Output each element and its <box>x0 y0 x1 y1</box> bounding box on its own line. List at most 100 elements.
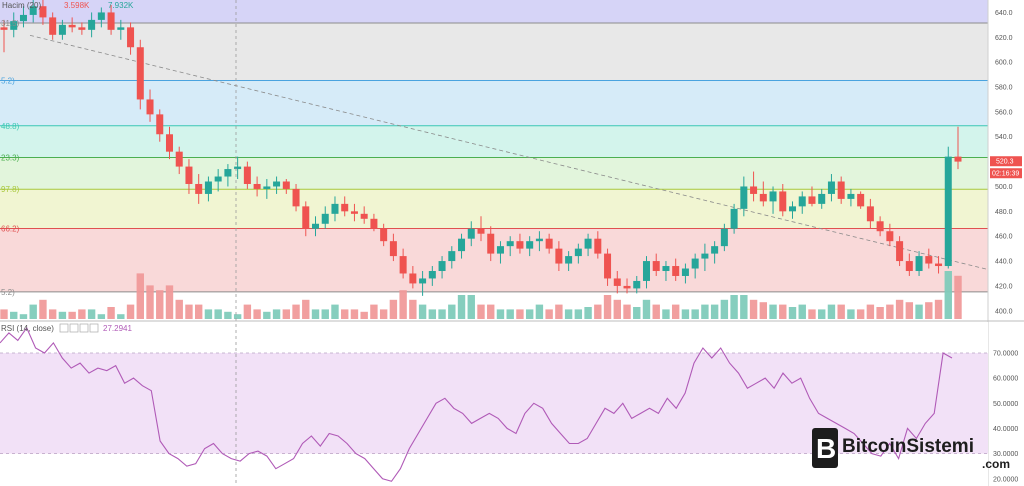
volume-bar <box>895 299 904 319</box>
candle-body <box>555 248 563 264</box>
candle-body <box>857 193 865 207</box>
candle-body <box>243 166 251 184</box>
volume-bar <box>39 299 47 319</box>
price-tick-label: 500.0 <box>995 184 1013 191</box>
volume-bar <box>564 309 573 319</box>
price-tick-label: 580.0 <box>995 85 1013 92</box>
watermark-logo: B BitcoinSistemi .com <box>812 428 1010 471</box>
volume-indicator-label: Hacim (20) <box>2 1 41 10</box>
candle-body <box>146 99 154 115</box>
candle-body <box>49 17 57 35</box>
countdown-badge <box>990 168 1022 179</box>
candle-body <box>487 233 495 254</box>
candle-body <box>165 134 173 152</box>
candle-body <box>633 280 641 289</box>
volume-bar <box>701 304 709 319</box>
candle-body <box>399 256 407 274</box>
candle-body <box>798 196 806 207</box>
candle-body <box>321 213 329 224</box>
candle-body <box>292 188 300 207</box>
candle-body <box>380 228 388 242</box>
fib-band <box>0 125 988 158</box>
countdown-label: 02:16:39 <box>992 171 1019 178</box>
candle-body <box>0 27 8 30</box>
candle-body <box>935 263 943 267</box>
volume-bar <box>915 304 923 319</box>
volume-bar <box>311 309 320 319</box>
volume-bar <box>866 304 875 319</box>
volume-bar <box>837 304 845 319</box>
candle-body <box>672 266 680 276</box>
last-price-label: 520.3 <box>996 159 1014 166</box>
logo-coin-icon <box>812 428 838 468</box>
candle-body <box>681 268 689 276</box>
price-tick-label: 420.0 <box>995 283 1013 290</box>
volume-bar <box>0 309 8 319</box>
volume-bar <box>194 304 203 319</box>
candle-body <box>652 261 660 272</box>
fib-level-label: 66.2) <box>1 224 20 233</box>
volume-bar <box>603 295 612 319</box>
candle-body <box>19 14 27 22</box>
volume-bar <box>847 309 855 319</box>
volume-bar <box>594 304 602 319</box>
candle-body <box>448 251 456 262</box>
volume-bar <box>253 309 261 319</box>
volume-bar <box>467 295 475 319</box>
volume-bar <box>681 309 690 319</box>
candle-body <box>253 183 261 189</box>
volume-bar <box>827 304 836 319</box>
candle-body <box>876 221 884 232</box>
candle-body <box>740 186 748 209</box>
candle-body <box>701 253 709 259</box>
candle-body <box>574 248 582 257</box>
volume-bar <box>19 314 28 319</box>
rsi-toolbar-icon <box>89 323 99 333</box>
logo-name: BitcoinSistemi <box>842 436 974 457</box>
candle-body <box>273 181 281 187</box>
candle-body <box>78 27 86 30</box>
candle-body <box>642 261 650 281</box>
candle-body <box>360 213 368 219</box>
volume-bar <box>146 285 154 319</box>
rsi-toolbar-icon <box>59 323 69 333</box>
volume-bar <box>126 304 135 319</box>
volume-bar <box>788 307 797 319</box>
candle-body <box>58 24 66 35</box>
fib-level-label: 31.5) <box>1 19 20 28</box>
candle-body <box>769 191 777 202</box>
volume-value-2: 7.932K <box>108 1 134 10</box>
rsi-tick-label: 60.0000 <box>993 376 1018 383</box>
volume-bar <box>156 290 164 319</box>
rsi-tick-label: 70.0000 <box>993 351 1018 358</box>
candle-body <box>350 211 358 214</box>
candle-body <box>302 206 310 229</box>
volume-bar <box>925 302 933 319</box>
volume-bar <box>78 309 86 319</box>
price-axis: 640.0620.0600.0580.0560.0540.0520.0500.0… <box>987 0 1024 486</box>
candle-body <box>389 241 397 257</box>
volume-bar <box>818 309 826 319</box>
volume-bar <box>204 309 213 319</box>
candle-body <box>691 258 699 269</box>
candle-body <box>331 203 339 214</box>
volume-bar <box>29 304 37 319</box>
candle-body <box>827 181 835 194</box>
candle-body <box>107 12 115 30</box>
volume-bar <box>87 309 96 319</box>
price-candles <box>0 0 962 296</box>
rsi-tick-label: 40.0000 <box>993 426 1018 433</box>
candle-body <box>789 206 797 212</box>
volume-bar <box>165 285 174 319</box>
volume-bar <box>671 304 680 319</box>
candle-body <box>925 256 933 264</box>
volume-bar <box>409 299 417 319</box>
fib-level-label: 5.2) <box>1 288 15 297</box>
rsi-indicator-value: 27.2941 <box>103 324 132 333</box>
volume-bar <box>418 304 427 319</box>
volume-bar <box>58 311 67 319</box>
volume-bar <box>399 290 407 319</box>
candle-body <box>779 191 787 212</box>
volume-bar <box>243 304 252 319</box>
